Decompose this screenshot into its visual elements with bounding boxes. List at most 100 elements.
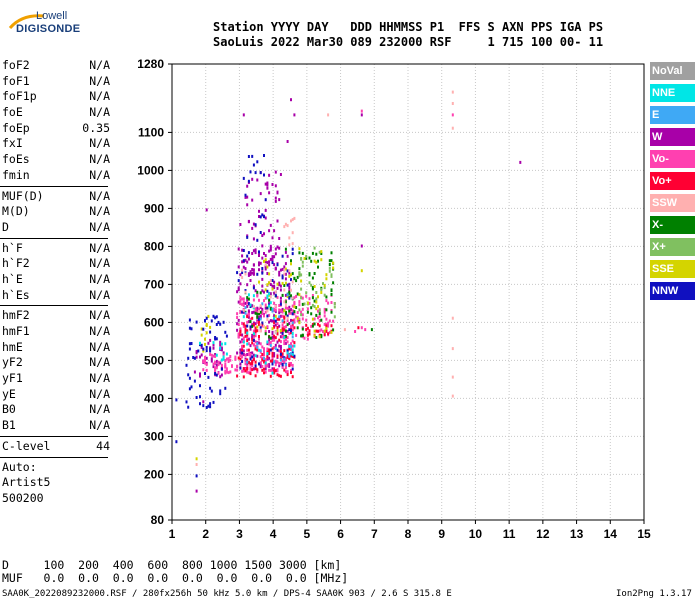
echo-point [249,327,252,331]
echo-point [315,260,318,264]
echo-point [263,232,265,236]
echo-point [320,335,323,339]
echo-point [266,354,269,357]
echo-point [306,310,309,314]
echo-point [273,291,276,295]
echo-point [284,250,287,254]
echo-point [313,329,316,333]
echo-point [313,246,316,250]
echo-point [264,296,267,300]
echo-point [291,339,294,343]
echo-point [274,310,277,314]
echo-point [286,294,289,298]
echo-point [258,250,260,254]
echo-point [251,324,254,328]
echo-point [264,263,267,267]
echo-point [261,368,264,372]
echo-point [296,292,299,296]
echo-point [266,296,269,300]
echo-point [258,254,260,257]
echo-point [212,354,215,358]
echo-point [261,312,264,315]
echo-point [286,329,289,333]
echo-point [227,357,230,361]
echo-point [274,266,277,270]
echo-point [261,353,264,356]
echo-point [266,325,269,329]
echo-point [274,304,277,308]
echo-point [263,352,265,356]
echo-point [279,284,282,288]
echo-point [276,360,279,364]
echo-point [212,343,215,347]
echo-point [320,258,323,262]
echo-point [293,113,296,117]
echo-point [332,319,335,323]
echo-point [268,173,271,177]
echo-point [246,364,249,368]
echo-point [269,319,272,323]
echo-point [328,330,331,334]
echo-point [293,312,296,316]
echo-point [241,248,244,252]
echo-point [249,357,252,361]
echo-point [286,349,289,353]
echo-point [293,341,296,345]
echo-point [212,341,215,345]
echo-point [207,404,210,408]
param-value: N/A [89,58,110,72]
echo-point [200,353,203,357]
echo-point [249,320,252,324]
echo-point [242,113,245,117]
echo-point [268,320,271,324]
echo-point [305,294,308,298]
echo-point [306,337,309,341]
polarization-legend: NoVal NNE E W Vo- Vo+ SSW X- X+ SSE NNW [650,62,695,304]
echo-point [333,305,336,309]
echo-point [261,271,264,275]
echo-point [261,277,264,281]
echo-point [249,170,252,174]
param-row-foes: foEs N/A [0,152,112,168]
divider [0,435,108,437]
echo-point [237,247,240,251]
echo-point [207,314,210,318]
echo-point [281,307,284,311]
echo-point [291,218,294,222]
echo-point [286,306,289,310]
echo-point [328,259,331,263]
echo-point [236,290,239,294]
echo-point [258,263,260,267]
echo-point [259,329,262,333]
echo-point [273,368,276,372]
echo-point [281,331,284,335]
echo-point [278,270,281,274]
echo-point [239,295,242,299]
echo-point [241,351,244,355]
chart-grid [171,63,645,521]
echo-point [284,312,287,316]
echo-point [236,271,239,275]
echo-point [261,234,264,237]
echo-point [242,297,245,301]
echo-point [219,346,222,350]
echo-point [254,248,257,252]
x-tick-label: 6 [337,527,344,541]
echo-point [323,283,326,287]
echo-point [328,269,331,273]
echo-point [249,366,252,370]
echo-point [360,113,363,117]
echo-point [200,343,203,347]
echo-point [325,324,328,328]
echo-point [239,362,242,366]
echo-point [311,276,314,280]
echo-point [268,292,271,296]
echo-point [284,303,287,307]
echo-point [300,287,303,291]
echo-point [290,219,292,223]
echo-point [249,362,252,366]
echo-point [256,368,259,372]
echo-point [271,236,274,240]
echo-point [276,340,279,344]
param-row-hme: hmE N/A [0,340,112,356]
